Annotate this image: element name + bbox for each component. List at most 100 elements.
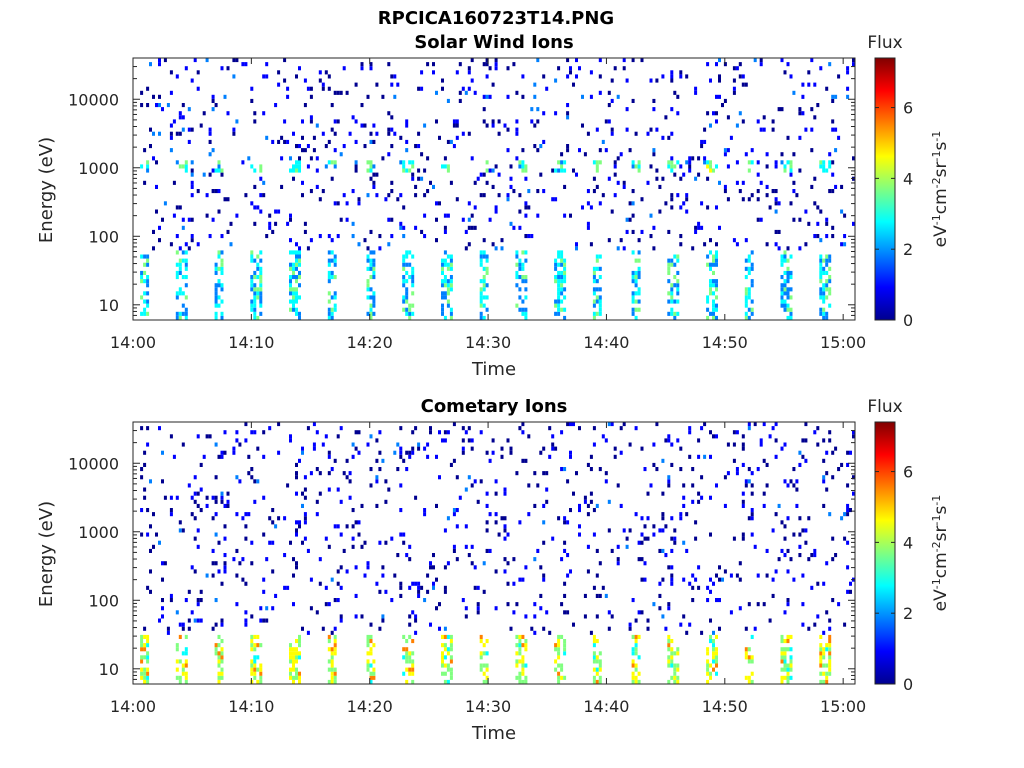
heatmap-cell [446, 291, 450, 296]
heatmap-cell [178, 266, 182, 271]
heatmap-cell [828, 287, 832, 292]
heatmap-cell [455, 123, 459, 128]
heatmap-cell [670, 197, 674, 202]
heatmap-cell [637, 671, 641, 676]
heatmap-cell [786, 516, 790, 521]
heatmap-cell [220, 651, 224, 656]
heatmap-cell [726, 148, 730, 153]
heatmap-cell [592, 291, 596, 296]
heatmap-cell [175, 270, 179, 275]
heatmap-cell [798, 217, 802, 222]
heatmap-cell [402, 647, 406, 652]
heatmap-cell [566, 573, 570, 578]
heatmap-cell [312, 148, 316, 153]
heatmap-cell [607, 103, 611, 108]
heatmap-cell [184, 262, 188, 267]
heatmap-cell [670, 647, 674, 652]
heatmap-cell [467, 426, 471, 431]
heatmap-cell [756, 160, 760, 165]
heatmap-cell [840, 462, 844, 467]
heatmap-cell [524, 205, 528, 210]
heatmap-cell [676, 438, 680, 443]
heatmap-cell [158, 131, 161, 136]
heatmap-cell [706, 663, 710, 668]
heatmap-cell [598, 266, 602, 271]
heatmap-cell [411, 446, 415, 451]
heatmap-cell [196, 434, 200, 439]
heatmap-cell [667, 270, 671, 275]
heatmap-cell [464, 524, 468, 529]
heatmap-cell [363, 573, 367, 578]
heatmap-cell [801, 94, 805, 99]
heatmap-cell [449, 311, 453, 316]
heatmap-cell [667, 663, 671, 668]
heatmap-cell [289, 262, 292, 267]
heatmap-cell [256, 275, 260, 280]
heatmap-cell [345, 217, 349, 222]
heatmap-cell [595, 503, 599, 508]
heatmap-cell [819, 295, 823, 300]
heatmap-cell [414, 225, 418, 230]
heatmap-cell [503, 487, 507, 492]
heatmap-cell [667, 434, 671, 439]
heatmap-cell [703, 127, 707, 132]
heatmap-cell [169, 495, 173, 500]
heatmap-cell [482, 172, 486, 177]
heatmap-cell [676, 283, 680, 288]
heatmap-cell [789, 74, 793, 79]
heatmap-cell [223, 503, 227, 508]
heatmap-cell [786, 258, 790, 263]
heatmap-cell [303, 516, 307, 521]
heatmap-cell [259, 168, 263, 173]
heatmap-cell [220, 299, 224, 304]
heatmap-cell [744, 291, 748, 296]
heatmap-cell [175, 295, 179, 300]
heatmap-cell [211, 98, 215, 103]
heatmap-cell [166, 626, 170, 631]
heatmap-cell [336, 90, 340, 95]
heatmap-cell [676, 647, 680, 652]
heatmap-cell [196, 528, 200, 533]
heatmap-cell [670, 74, 674, 79]
heatmap-cell [351, 508, 355, 513]
heatmap-cell [369, 62, 373, 67]
heatmap-cell [744, 479, 748, 484]
heatmap-cell [518, 295, 522, 300]
heatmap-cell [709, 589, 712, 594]
heatmap-cell [706, 205, 710, 210]
heatmap-cell [634, 307, 638, 312]
heatmap-cell [649, 164, 653, 169]
heatmap-cell [634, 618, 638, 623]
heatmap-cell [515, 602, 519, 607]
heatmap-cell [479, 295, 483, 300]
heatmap-cell [661, 528, 665, 533]
heatmap-cell [831, 172, 835, 177]
heatmap-cell [536, 119, 540, 124]
heatmap-cell [208, 139, 212, 144]
heatmap-cell [533, 630, 537, 635]
heatmap-cell [613, 454, 617, 459]
heatmap-cell [786, 679, 790, 684]
heatmap-cell [372, 262, 376, 267]
heatmap-cell [214, 262, 218, 267]
heatmap-cell [244, 581, 248, 586]
heatmap-cell [327, 315, 331, 320]
heatmap-cell [441, 164, 444, 169]
solar-wind-y-axis-label: Energy (eV) [36, 137, 57, 243]
heatmap-cell [715, 315, 718, 320]
heatmap-cell [381, 565, 385, 570]
heatmap-cell [744, 315, 748, 320]
heatmap-cell [298, 168, 301, 173]
heatmap-cell [500, 454, 504, 459]
heatmap-cell [622, 58, 626, 63]
heatmap-cell [837, 74, 841, 79]
heatmap-cell [315, 499, 319, 504]
heatmap-cell [607, 610, 611, 615]
heatmap-cell [441, 283, 444, 288]
heatmap-cell [381, 156, 385, 161]
heatmap-cell [515, 131, 519, 136]
heatmap-cell [324, 602, 328, 607]
heatmap-cell [786, 675, 790, 680]
heatmap-cell [488, 94, 492, 99]
heatmap-cell [506, 197, 510, 202]
